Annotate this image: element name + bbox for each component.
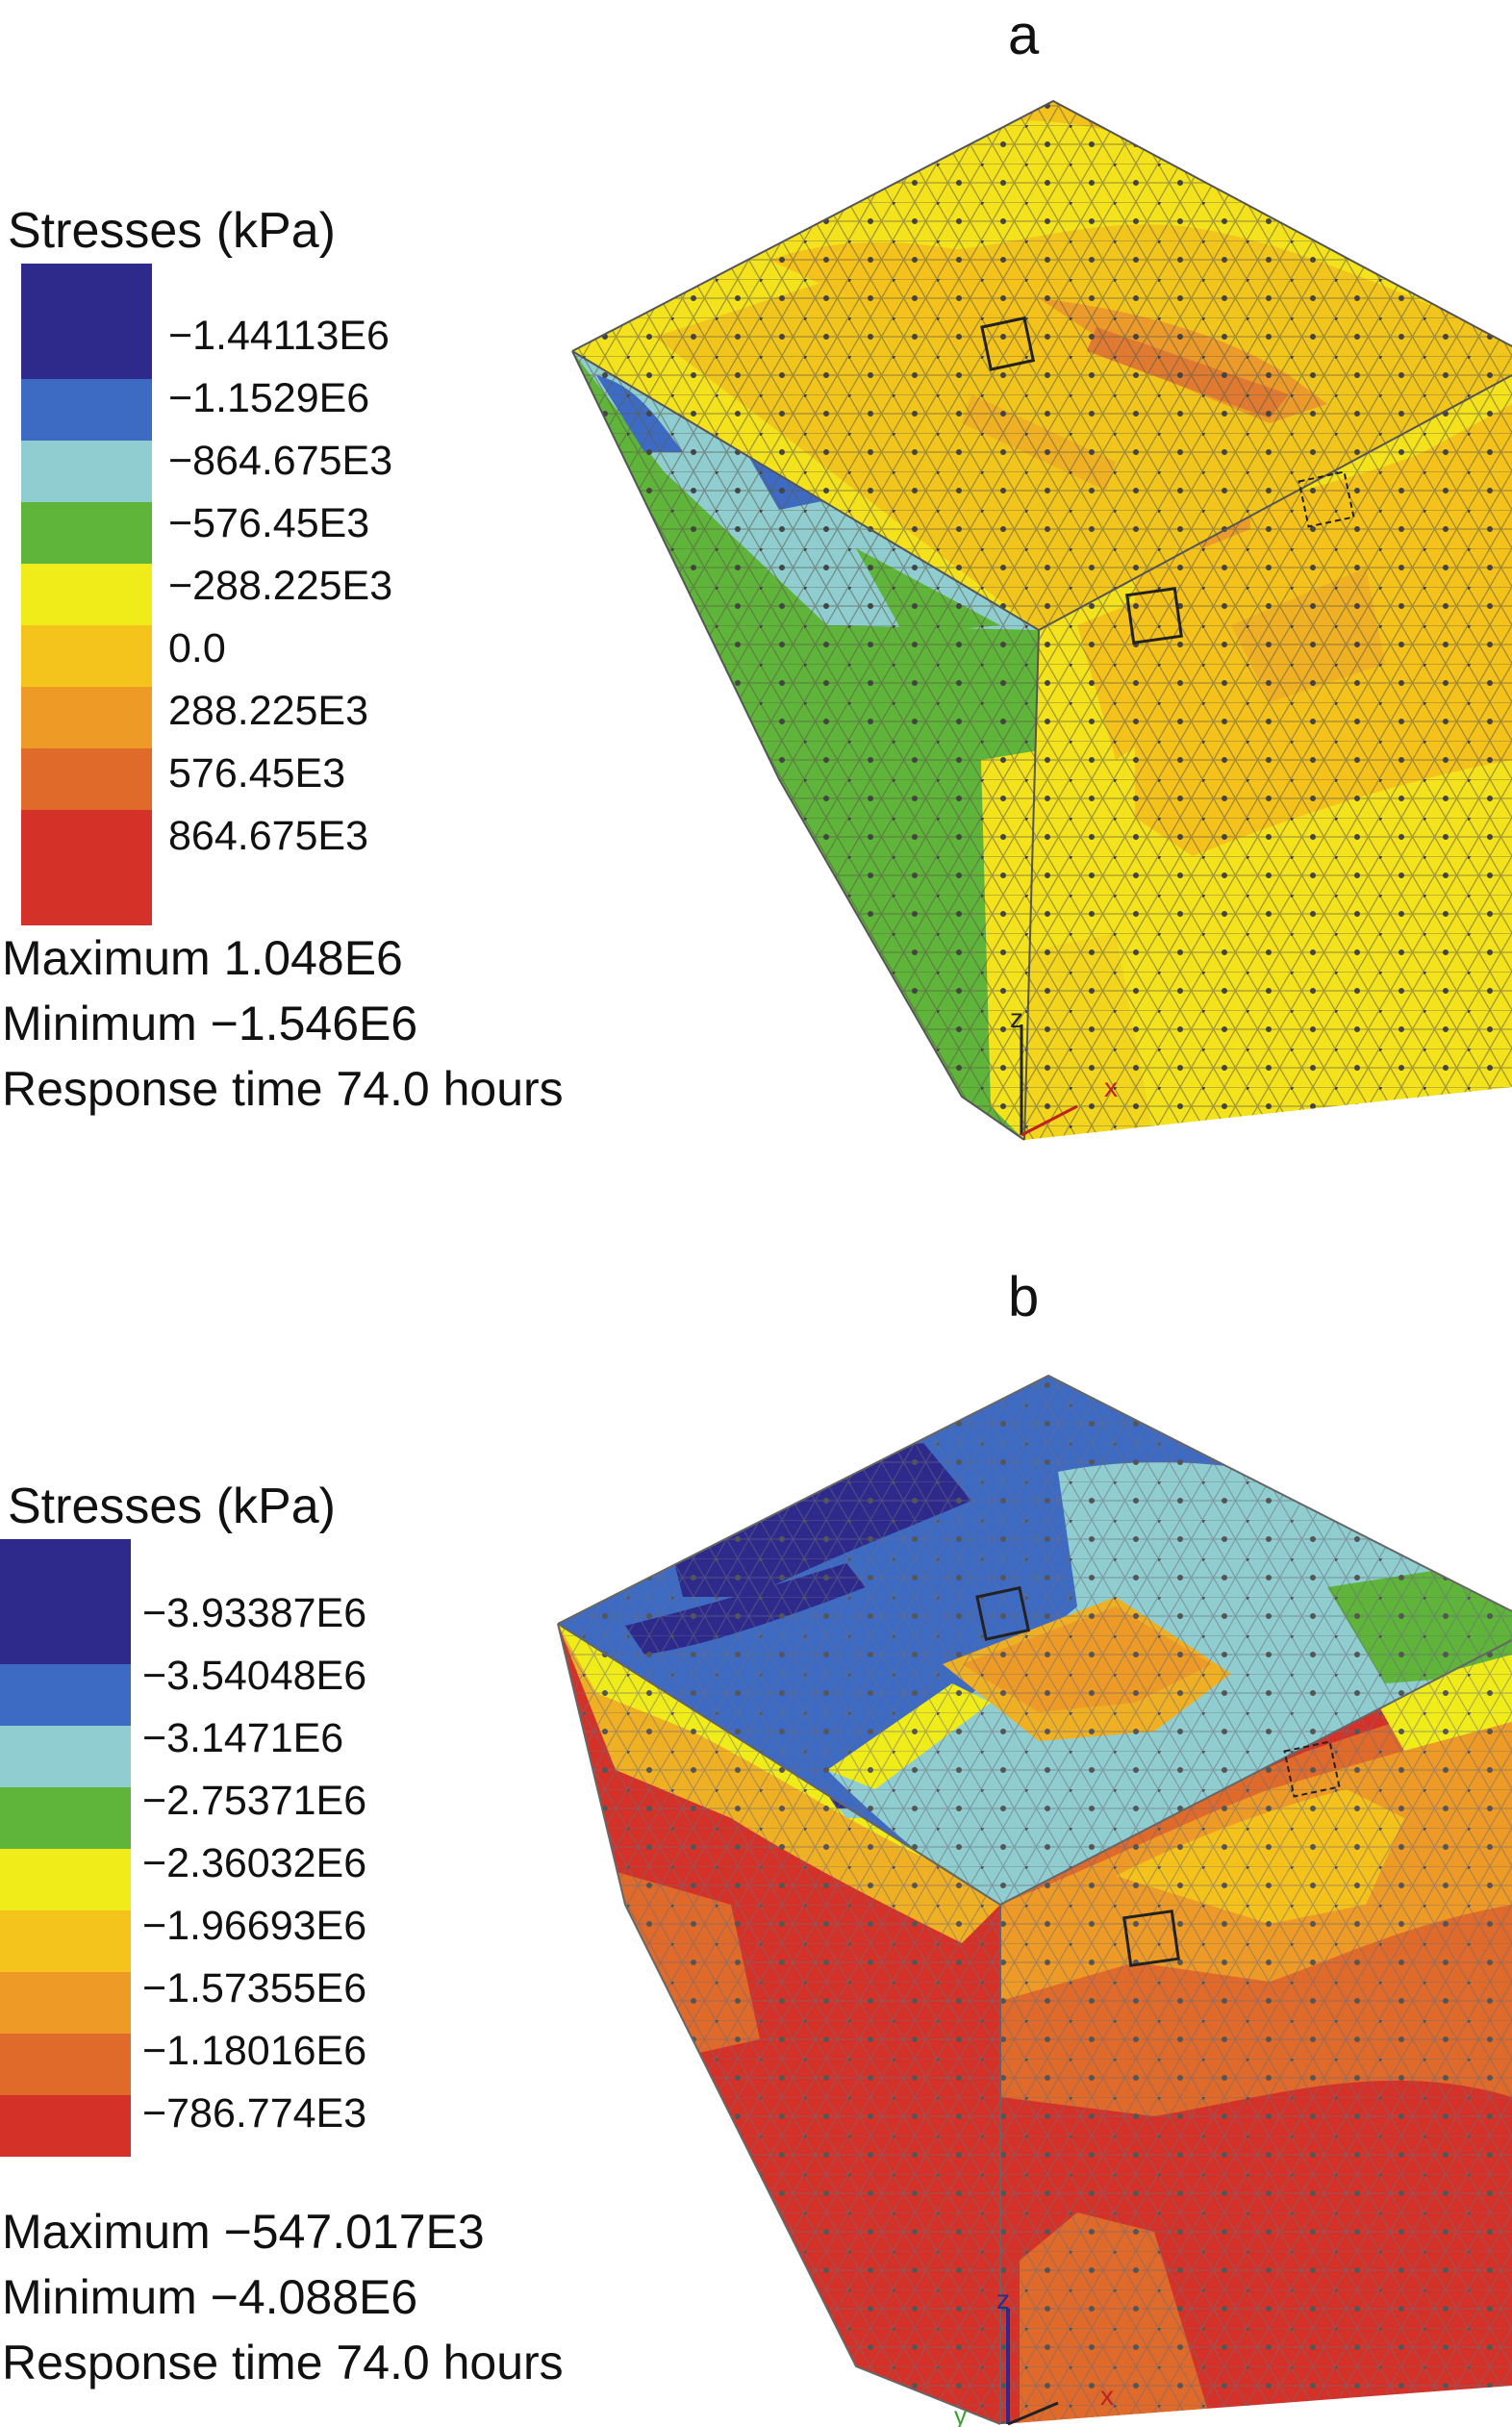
legend-swatch: [21, 264, 152, 379]
legend-label: −1.1529E6: [168, 375, 370, 421]
legend-swatch: [21, 748, 152, 810]
legend-label: −3.54048E6: [142, 1653, 367, 1699]
legend-label: −1.18016E6: [142, 2028, 367, 2074]
legend-swatch: [0, 2034, 131, 2095]
response-time: Response time 74.0 hours: [2, 1062, 564, 1116]
panel-label: a: [1008, 4, 1040, 66]
maximum-value: Maximum −547.017E3: [2, 2205, 485, 2259]
axis-z-label: z: [996, 2285, 1010, 2314]
legend-label: −1.44113E6: [168, 313, 390, 359]
axis-z-label: z: [1010, 1003, 1023, 1033]
legend-swatch: [21, 564, 152, 625]
legend-label: 288.225E3: [168, 688, 369, 734]
response-time: Response time 74.0 hours: [2, 2336, 564, 2389]
legend-label: 0.0: [168, 625, 226, 671]
legend-swatch: [0, 1787, 131, 1849]
legend-swatch: [21, 441, 152, 502]
legend-swatch: [0, 1910, 131, 1972]
legend-swatch: [0, 1972, 131, 2034]
legend-label: −288.225E3: [168, 563, 393, 609]
legend-label: −1.57355E6: [142, 1965, 367, 2011]
legend-label: −3.93387E6: [142, 1590, 367, 1636]
legend-title: Stresses (kPa): [8, 203, 336, 259]
axis-y-label: y: [954, 2401, 967, 2427]
legend-swatch: [21, 625, 152, 687]
legend-label: −786.774E3: [142, 2090, 367, 2136]
legend-swatch: [0, 1849, 131, 1910]
legend-swatch: [21, 687, 152, 748]
maximum-value: Maximum 1.048E6: [2, 931, 403, 985]
legend-swatch: [21, 810, 152, 925]
legend-label: −864.675E3: [168, 438, 393, 484]
legend-label: 576.45E3: [168, 750, 346, 796]
panel-label: b: [1008, 1266, 1040, 1328]
legend-label: −1.96693E6: [142, 1903, 367, 1949]
color-legend-swatches: [21, 264, 152, 925]
legend-label: −3.1471E6: [142, 1715, 344, 1761]
panel-b: b Stresses (kPa) −3.93387E6 −3.54048E6 −…: [0, 1270, 1512, 2427]
legend-label: −2.75371E6: [142, 1778, 367, 1824]
axis-x-label: x: [1104, 1073, 1118, 1102]
minimum-value: Minimum −4.088E6: [2, 2270, 418, 2324]
axis-x-label: x: [1100, 2381, 1114, 2411]
minimum-value: Minimum −1.546E6: [2, 997, 418, 1050]
legend-label: −2.36032E6: [142, 1840, 367, 1886]
legend-swatch: [21, 502, 152, 564]
panel-a: a Stresses (kPa) −1.44113E6 −1.1529E6 −8…: [0, 0, 1512, 1202]
legend-swatch: [0, 1539, 131, 1664]
result-stats: Maximum −547.017E3 Minimum −4.088E6 Resp…: [2, 2199, 564, 2395]
fem-stress-model-a: z x: [571, 99, 1512, 1141]
result-stats: Maximum 1.048E6 Minimum −1.546E6 Respons…: [2, 925, 564, 1122]
legend-swatch: [0, 2095, 131, 2157]
fem-stress-model-b: z y x: [557, 1374, 1512, 2427]
legend-swatch: [21, 379, 152, 441]
legend-label: 864.675E3: [168, 813, 369, 859]
color-legend-swatches: [0, 1539, 131, 2157]
legend-label: −576.45E3: [168, 500, 370, 546]
legend-title: Stresses (kPa): [8, 1479, 336, 1534]
legend-swatch: [0, 1664, 131, 1726]
legend-swatch: [0, 1726, 131, 1787]
